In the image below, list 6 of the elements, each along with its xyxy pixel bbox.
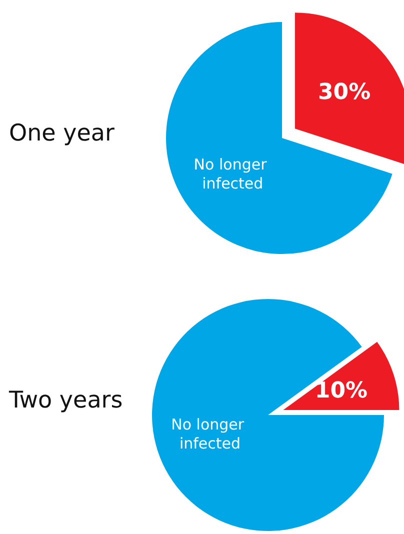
slice-label: No longer infected <box>194 155 272 192</box>
data-label: 10% <box>314 378 368 404</box>
slice-label: No longer infected <box>171 415 249 452</box>
data-label: 30% <box>318 80 371 106</box>
text: Two years <box>8 388 123 414</box>
text: One year <box>9 120 115 146</box>
